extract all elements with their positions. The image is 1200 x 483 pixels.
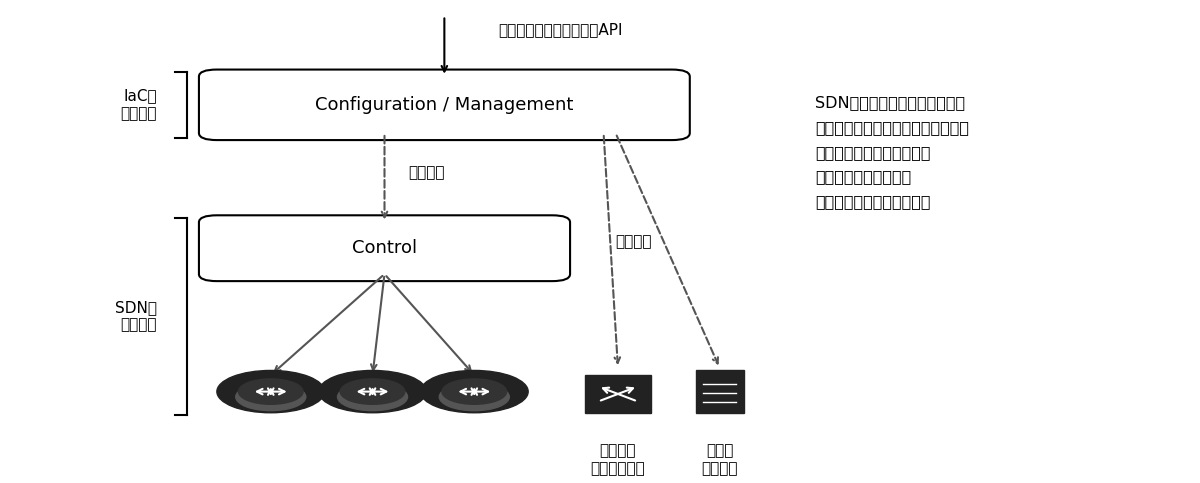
Text: SDNによる中央管理・抽象化を
エンドツーエンドで行うのは難しく
既設のレガシーデバイスや
エッジデバイスを直接
設定・制御する必要がある: SDNによる中央管理・抽象化を エンドツーエンドで行うのは難しく 既設のレガシー… (816, 96, 970, 209)
Text: 高レベルに抽象化されたAPI: 高レベルに抽象化されたAPI (498, 23, 623, 38)
Text: IaCで
解く領域: IaCで 解く領域 (120, 88, 157, 121)
Text: SDNで
解く領域: SDNで 解く領域 (115, 300, 157, 333)
Text: 低レベル: 低レベル (616, 234, 652, 249)
Circle shape (337, 383, 408, 411)
Circle shape (217, 370, 325, 413)
Text: Control: Control (352, 239, 418, 257)
Text: Configuration / Management: Configuration / Management (316, 96, 574, 114)
FancyBboxPatch shape (199, 215, 570, 281)
Circle shape (439, 383, 509, 411)
Circle shape (239, 379, 304, 404)
Circle shape (341, 379, 404, 404)
Text: 高レベル: 高レベル (408, 166, 445, 181)
Text: エッジ
デバイス: エッジ デバイス (702, 443, 738, 476)
Text: レガシー
ネットワーク: レガシー ネットワーク (590, 443, 646, 476)
Circle shape (319, 370, 426, 413)
Bar (586, 375, 650, 413)
Circle shape (420, 370, 528, 413)
Circle shape (442, 379, 506, 404)
Circle shape (235, 383, 306, 411)
Bar (696, 370, 744, 413)
FancyBboxPatch shape (199, 70, 690, 140)
